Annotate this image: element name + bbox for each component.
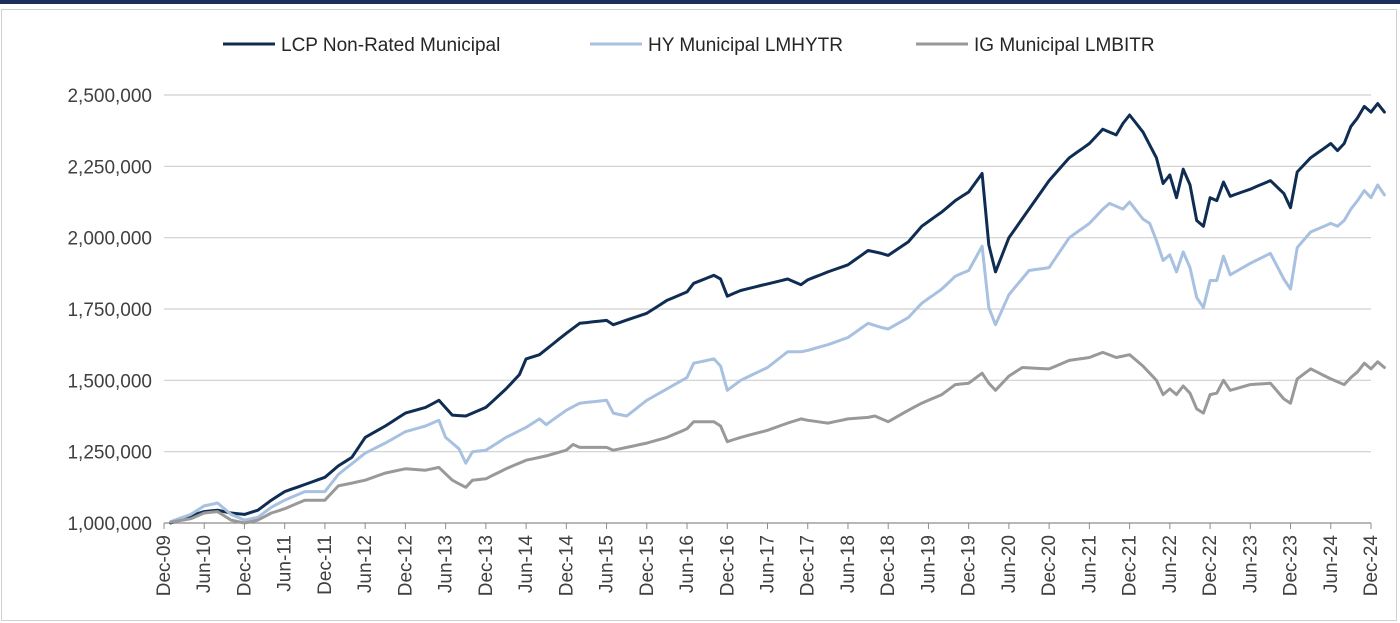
x-tick-label: Dec-20 — [1039, 535, 1060, 596]
legend-label: IG Municipal LMBITR — [974, 35, 1155, 56]
top-rule — [0, 0, 1400, 4]
x-tick-label: Jun-19 — [918, 535, 939, 593]
y-tick-label: 1,750,000 — [67, 300, 152, 321]
x-tick-label: Dec-12 — [395, 535, 416, 596]
y-tick-label: 1,000,000 — [67, 514, 152, 535]
x-tick-label: Jun-12 — [355, 535, 376, 593]
x-tick-label: Dec-17 — [798, 535, 819, 596]
series-line-1 — [169, 102, 1386, 525]
legend-label: HY Municipal LMHYTR — [648, 35, 843, 56]
chart-frame — [1, 9, 1397, 621]
x-tick-label: Dec-15 — [637, 535, 658, 596]
series-lines — [169, 102, 1386, 525]
x-tick-label: Jun-14 — [516, 535, 537, 594]
gridlines — [164, 94, 1371, 453]
x-tick-label: Dec-19 — [959, 535, 980, 596]
series-line-2 — [169, 183, 1386, 524]
x-tick-label: Dec-09 — [154, 535, 175, 596]
x-tick-label: Jun-11 — [275, 535, 296, 592]
x-tick-label: Jun-10 — [194, 535, 215, 593]
x-tick-label: Jun-22 — [1160, 535, 1181, 593]
x-tick-label: Jun-24 — [1321, 535, 1342, 594]
x-tick-label: Jun-23 — [1240, 535, 1261, 593]
x-tick-label: Jun-20 — [999, 535, 1020, 593]
x-tick-label: Jun-21 — [1079, 535, 1100, 593]
x-tick-label: Dec-18 — [878, 535, 899, 596]
series-line-3 — [169, 350, 1386, 525]
x-tick-label: Jun-18 — [838, 535, 859, 593]
legend: LCP Non-Rated Municipal HY Municipal LMHY… — [223, 35, 1155, 56]
y-tick-label: 1,250,000 — [67, 443, 152, 464]
y-axis: 1,000,000 1,250,000 1,500,000 1,750,000 2,00… — [67, 86, 152, 535]
x-tick-label: Dec-11 — [315, 535, 336, 595]
x-axis: Dec-09 Jun-10 Dec-10 Jun-11 Dec-11 Jun-12 Dec-… — [154, 522, 1382, 597]
x-tick-label: Jun-17 — [758, 535, 779, 593]
x-tick-label: Dec-10 — [234, 535, 255, 596]
x-tick-label: Dec-22 — [1200, 535, 1221, 596]
y-tick-label: 2,000,000 — [67, 229, 152, 250]
x-tick-label: Dec-13 — [476, 535, 497, 596]
x-tick-label: Dec-16 — [717, 535, 738, 596]
y-tick-label: 2,250,000 — [67, 157, 152, 178]
legend-label: LCP Non-Rated Municipal — [281, 35, 500, 56]
y-tick-label: 1,500,000 — [67, 371, 152, 392]
x-tick-label: Jun-15 — [597, 535, 618, 593]
x-tick-label: Jun-13 — [436, 535, 457, 593]
x-tick-label: Dec-23 — [1281, 535, 1302, 596]
y-tick-label: 2,500,000 — [67, 86, 152, 107]
x-tick-label: Jun-16 — [677, 535, 698, 593]
x-tick-label: Dec-14 — [556, 535, 577, 597]
x-tick-label: Dec-24 — [1361, 535, 1382, 597]
x-tick-label: Dec-21 — [1120, 535, 1141, 596]
